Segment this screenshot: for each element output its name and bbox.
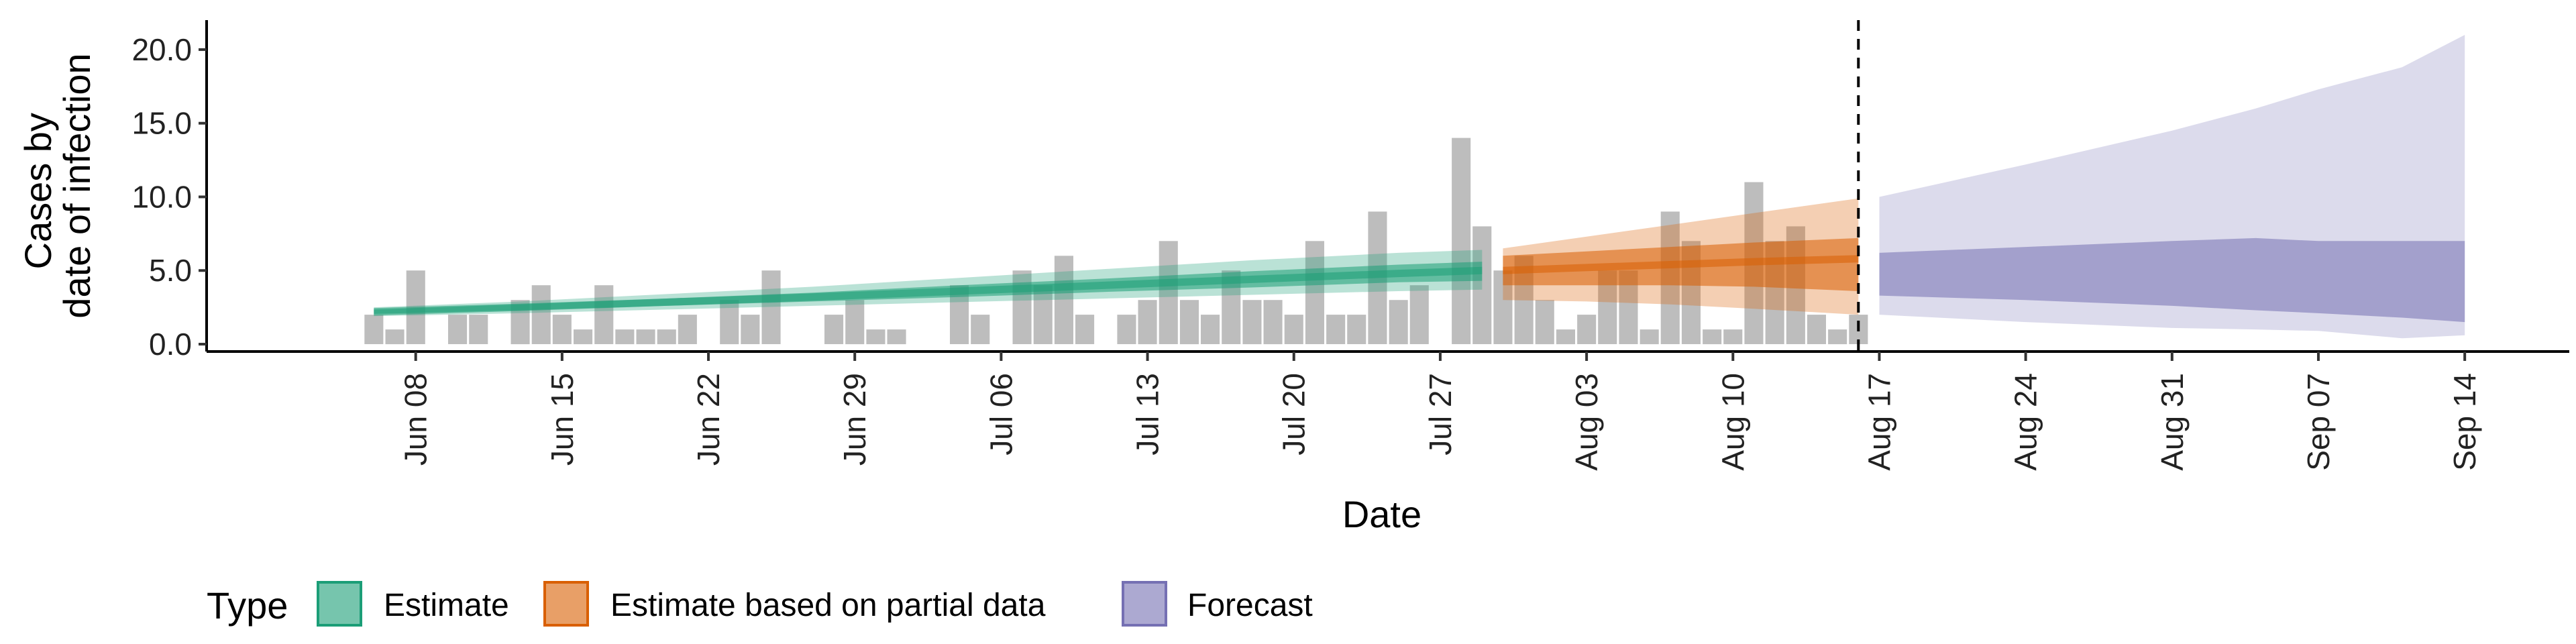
x-tick-label: Jun 29 xyxy=(837,373,872,466)
case-bar xyxy=(1828,329,1847,345)
case-bar xyxy=(1703,329,1722,345)
case-bar xyxy=(594,285,614,344)
legend-label-partial: Estimate based on partial data xyxy=(610,588,1046,623)
y-axis-ticks: 0.0 5.0 10.0 15.0 20.0 xyxy=(131,32,207,362)
case-bar xyxy=(615,329,635,345)
y-tick-label: 10.0 xyxy=(131,179,192,214)
case-bar xyxy=(761,270,781,344)
band-inner-2 xyxy=(1879,237,2465,323)
band-median-0 xyxy=(374,266,1483,316)
x-tick-label: Jul 20 xyxy=(1277,373,1311,455)
x-tick-label: Jul 27 xyxy=(1423,373,1458,455)
case-bar xyxy=(1535,300,1554,345)
case-bar xyxy=(531,285,551,344)
x-tick-label: Jun 15 xyxy=(545,373,580,466)
y-axis-title-line-1: Cases by xyxy=(17,113,59,269)
case-bar xyxy=(1452,138,1471,344)
case-bar xyxy=(971,315,990,344)
x-tick-label: Sep 07 xyxy=(2301,373,2336,471)
x-tick-label: Aug 17 xyxy=(1862,373,1897,471)
legend-title: Type xyxy=(207,584,288,627)
case-bar xyxy=(741,315,760,344)
case-bar xyxy=(824,315,844,344)
x-tick-label: Aug 31 xyxy=(2155,373,2190,471)
case-bar xyxy=(1138,300,1157,345)
y-tick-label: 20.0 xyxy=(131,32,192,67)
x-tick-label: Jul 06 xyxy=(983,373,1018,455)
case-bar xyxy=(1242,300,1262,345)
legend-key-estimate xyxy=(317,581,362,627)
case-bar xyxy=(574,329,593,345)
legend: Type Estimate Estimate based on partial … xyxy=(207,581,1313,627)
case-bar xyxy=(469,315,488,344)
y-tick-label: 5.0 xyxy=(149,253,192,288)
case-bar xyxy=(1723,329,1743,345)
case-bar xyxy=(845,300,865,345)
x-tick-label: Aug 10 xyxy=(1715,373,1750,471)
case-bar xyxy=(1472,226,1492,344)
y-tick-label: 0.0 xyxy=(149,327,192,362)
case-bar xyxy=(1263,300,1283,345)
case-bar xyxy=(1075,315,1095,344)
case-bar xyxy=(1577,315,1597,344)
case-bar xyxy=(1640,329,1659,345)
case-bar xyxy=(1159,241,1178,344)
x-axis-ticks: Jun 08 Jun 15 Jun 22 Jun 29 Jul 06 Jul 13 Jul … xyxy=(398,352,2482,471)
legend-key-partial xyxy=(543,581,589,627)
case-bar xyxy=(364,315,384,344)
case-bar xyxy=(1409,285,1429,344)
case-bar xyxy=(448,315,468,344)
x-tick-label: Aug 24 xyxy=(2008,373,2043,471)
estimate-bands xyxy=(374,35,2465,339)
x-tick-label: Aug 03 xyxy=(1569,373,1604,471)
case-bar xyxy=(552,315,572,344)
y-tick-label: 15.0 xyxy=(131,106,192,141)
case-bar xyxy=(1033,285,1053,344)
case-bar xyxy=(636,329,655,345)
x-tick-label: Jun 22 xyxy=(691,373,726,466)
case-bar xyxy=(1201,315,1220,344)
legend-key-forecast xyxy=(1122,581,1167,627)
x-axis-title: Date xyxy=(1342,493,1421,535)
band-median-1 xyxy=(1503,255,1859,274)
legend-label-forecast: Forecast xyxy=(1187,588,1313,623)
case-bar xyxy=(1556,329,1575,345)
y-axis-title-line-2: date of infection xyxy=(56,53,98,318)
x-tick-label: Sep 14 xyxy=(2447,373,2482,471)
case-bar xyxy=(887,329,906,345)
x-tick-label: Jun 08 xyxy=(398,373,433,466)
y-axis-title: Cases by date of infection xyxy=(17,53,98,318)
case-bar xyxy=(1284,315,1303,344)
case-bar xyxy=(1054,256,1073,344)
case-bar xyxy=(1179,300,1199,345)
legend-label-estimate: Estimate xyxy=(384,588,509,623)
case-bar xyxy=(866,329,885,345)
case-bar xyxy=(657,329,676,345)
case-bar xyxy=(1389,300,1408,345)
case-bar xyxy=(1347,315,1366,344)
case-bar xyxy=(1326,315,1346,344)
case-bar xyxy=(1305,241,1324,344)
case-bar xyxy=(678,315,697,344)
x-tick-label: Jul 13 xyxy=(1130,373,1165,455)
case-bar xyxy=(1117,315,1136,344)
case-bar xyxy=(720,300,739,345)
case-bar xyxy=(1807,315,1826,344)
case-bar xyxy=(385,329,405,345)
